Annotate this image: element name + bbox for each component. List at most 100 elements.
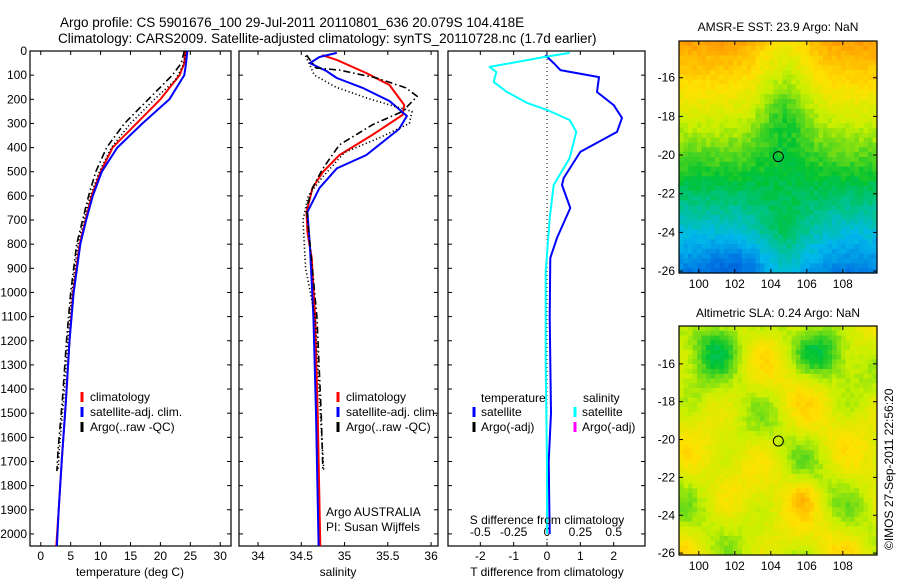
map-cell: [778, 488, 784, 494]
map-cell: [787, 132, 793, 139]
map-cell: [764, 234, 770, 240]
map-cell: [764, 128, 770, 134]
map-cell: [724, 407, 730, 413]
map-cell: [773, 79, 779, 86]
map-cell: [854, 253, 860, 260]
map-cell: [809, 478, 815, 485]
map-cell: [719, 161, 725, 168]
map-cell: [850, 41, 856, 47]
map-cell: [719, 50, 725, 57]
map-cell: [701, 70, 707, 76]
map-cell: [733, 128, 739, 134]
map-cell: [850, 426, 856, 432]
map-cell: [863, 531, 869, 537]
map-cell: [755, 224, 761, 231]
map-cell: [697, 364, 703, 370]
map-cell: [769, 99, 775, 105]
map-cell: [679, 388, 685, 394]
map-x-tick-label: 104: [761, 277, 781, 291]
map-cell: [827, 359, 833, 365]
map-cell: [872, 469, 878, 475]
map-cell: [697, 492, 703, 499]
map-cell: [814, 378, 820, 384]
map-cell: [760, 113, 766, 119]
map-cell: [800, 45, 806, 52]
map-cell: [679, 378, 685, 384]
map-cell: [688, 70, 694, 76]
map-cell: [679, 123, 685, 129]
map-cell: [733, 94, 739, 100]
map-cell: [872, 84, 878, 90]
map-cell: [742, 497, 748, 504]
map-cell: [751, 345, 757, 351]
map-cell: [697, 340, 703, 346]
map-cell: [854, 521, 860, 527]
map-cell: [701, 186, 707, 192]
map-cell: [755, 473, 761, 480]
map-cell: [814, 70, 820, 76]
map-cell: [724, 113, 730, 119]
map-cell: [787, 118, 793, 124]
map-cell: [791, 383, 797, 389]
map-cell: [805, 378, 811, 384]
map-cell: [787, 210, 793, 216]
map-cell: [778, 147, 784, 153]
map-cell: [850, 340, 856, 346]
map-cell: [679, 430, 685, 437]
map-cell: [710, 488, 716, 494]
map-cell: [800, 407, 806, 413]
map-cell: [715, 335, 721, 341]
map-cell: [706, 190, 712, 197]
map-cell: [719, 253, 725, 260]
map-cell: [850, 335, 856, 341]
map-x-tick-label: 106: [797, 277, 817, 291]
map-cell: [755, 364, 761, 370]
map-cell: [859, 263, 865, 269]
map-cell: [683, 383, 689, 389]
map-cell: [701, 50, 707, 57]
map-cell: [796, 430, 802, 437]
map-cell: [737, 152, 743, 158]
map-cell: [724, 512, 730, 518]
map-cell: [724, 176, 730, 182]
map-cell: [742, 50, 748, 57]
map-cell: [818, 253, 824, 260]
map-cell: [805, 79, 811, 86]
map-cell: [859, 123, 865, 129]
map-cell: [742, 450, 748, 456]
map-cell: [697, 497, 703, 504]
map-cell: [787, 253, 793, 260]
map-cell: [868, 402, 874, 408]
map-cell: [742, 502, 748, 508]
map-cell: [868, 128, 874, 134]
map-cell: [868, 335, 874, 341]
map-cell: [832, 540, 838, 547]
map-cell: [719, 454, 725, 461]
map-cell: [823, 459, 829, 465]
depth-tick-label: 1500: [0, 406, 27, 420]
map-cell: [791, 512, 797, 518]
map-cell: [841, 234, 847, 240]
map-cell: [710, 181, 716, 187]
map-cell: [773, 263, 779, 269]
map-cell: [859, 205, 865, 211]
map-cell: [737, 205, 743, 211]
x-tick-label: 34.5: [290, 549, 314, 563]
map-cell: [764, 507, 770, 513]
map-cell: [688, 118, 694, 124]
map-cell: [814, 74, 820, 81]
map-cell: [706, 507, 712, 513]
map-cell: [778, 411, 784, 418]
map-cell: [823, 253, 829, 260]
map-cell: [769, 388, 775, 394]
map-cell: [692, 244, 698, 250]
map-cell: [809, 94, 815, 100]
map-cell: [737, 253, 743, 260]
map-cell: [746, 263, 752, 269]
map-cell: [814, 478, 820, 485]
map-cell: [850, 268, 856, 274]
map-cell: [710, 263, 716, 269]
map-cell: [796, 171, 802, 177]
map-cell: [850, 330, 856, 337]
map-cell: [724, 50, 730, 57]
